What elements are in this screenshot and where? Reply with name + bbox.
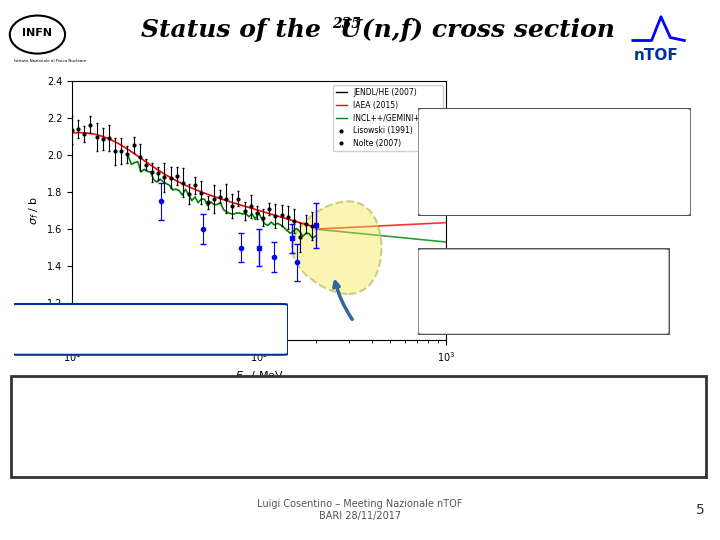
FancyBboxPatch shape xyxy=(11,376,706,477)
X-axis label: $E_n$ / MeV: $E_n$ / MeV xyxy=(235,369,284,383)
Text: No experimental data
above 200MeV. Only
theoretical models: No experimental data above 200MeV. Only … xyxy=(435,264,549,297)
FancyBboxPatch shape xyxy=(418,248,670,335)
Text: 5: 5 xyxy=(696,503,704,517)
Text: The theoretical cross section above
200MeV may be substantially different,
depen: The theoretical cross section above 200M… xyxy=(437,138,642,183)
FancyBboxPatch shape xyxy=(418,108,691,216)
Text: Istituto Nazionale di Fisica Nucleare: Istituto Nazionale di Fisica Nucleare xyxy=(14,59,86,63)
Text: ²³⁵U(n,f) cross section up to 1GeV, in order to improve the uncertainty within 5: ²³⁵U(n,f) cross section up to 1GeV, in o… xyxy=(22,414,561,427)
Text: Luigi Cosentino – Meeting Nazionale nTOF
BARI 28/11/2017: Luigi Cosentino – Meeting Nazionale nTOF… xyxy=(257,499,463,521)
Text: nTOF: nTOF xyxy=(634,48,679,63)
Text: U(n,f) cross section: U(n,f) cross section xyxy=(340,18,615,42)
Text: INFN: INFN xyxy=(22,29,53,38)
Legend: JENDL/HE (2007), IAEA (2015), INCL++/GEMINI++ [8], Lisowski (1991), Nolte (2007): JENDL/HE (2007), IAEA (2015), INCL++/GEM… xyxy=(333,85,443,151)
Y-axis label: $\sigma_f$ / b: $\sigma_f$ / b xyxy=(27,196,41,225)
Text: Status of the: Status of the xyxy=(141,18,330,42)
Text: 235: 235 xyxy=(332,17,361,31)
Ellipse shape xyxy=(292,201,382,294)
Text: New measurements above 20 MeV are needed!: New measurements above 20 MeV are needed… xyxy=(22,450,335,463)
Text: The International Atomic Energy Agency (IAEA) strongly requests new data for the: The International Atomic Energy Agency (… xyxy=(22,383,571,396)
Text: Two sets of experimental data in
the range  20 MeV – 200 MeV: Two sets of experimental data in the ran… xyxy=(28,318,210,339)
FancyBboxPatch shape xyxy=(12,304,288,355)
